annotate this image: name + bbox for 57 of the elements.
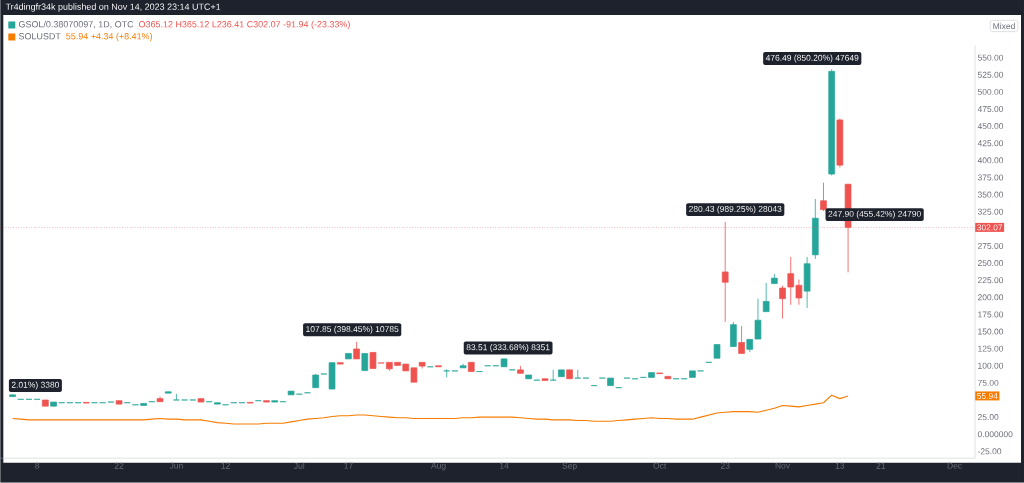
y-tick-label: 0.000000 — [977, 431, 1013, 438]
x-tick-label: Dec — [947, 462, 962, 469]
y-tick-label: 425.00 — [977, 140, 1004, 147]
candlestick — [730, 321, 737, 348]
x-tick-label: Sep — [562, 462, 577, 471]
candlestick — [762, 282, 770, 313]
x-tick-label: Jul — [293, 462, 305, 469]
text: Mixed — [993, 22, 1015, 30]
x-tick-label: 21 — [876, 462, 886, 469]
y-tick-label: 400.00 — [977, 157, 1004, 164]
ref-line-label: 302.07 — [977, 224, 1003, 231]
legend-label: GSOL/0.38070097, 1D, OTC — [18, 20, 134, 29]
annotation: 280.43 (989.25%) 28043 — [689, 205, 782, 214]
y-tick-label: 200.00 — [977, 294, 1004, 301]
x-tick-label: 13 — [835, 462, 845, 469]
y-tick-label: 175.00 — [978, 311, 1004, 318]
y-tick-label: 150.00 — [978, 328, 1004, 335]
x-tick-label: Aug — [431, 462, 446, 471]
y-tick-label: 100.00 — [978, 362, 1004, 369]
y-tick-label: 75.00 — [977, 379, 999, 386]
candlestick — [173, 393, 180, 401]
y-tick-label: 500.00 — [977, 88, 1004, 95]
annotation: 83.51 (333.68%) 8351 — [466, 344, 550, 352]
y-tick-label: 550.00 — [977, 54, 1004, 61]
y-tick-label: 225.00 — [977, 277, 1004, 284]
x-tick-label: 8 — [35, 462, 40, 469]
y-tick-label: 25.00 — [977, 414, 999, 421]
annotation: 107.85 (398.45%) 10785 — [306, 325, 399, 334]
text: O365.12 H365.12 L236.41 C302.07 -91.94 (-23.33%) — [139, 20, 350, 30]
x-tick-label: Oct — [653, 462, 667, 469]
text: 55.94 +4.34 (+8.41%) — [66, 32, 152, 42]
x-tick-label: 22 — [114, 462, 124, 469]
text: 55.94 — [977, 393, 998, 399]
y-tick-label: 325.00 — [977, 208, 1004, 215]
x-tick-label: Nov — [775, 462, 791, 469]
x-tick-label: 12 — [221, 462, 230, 469]
annotation: 476.49 (850.20%) 47649 — [765, 54, 859, 63]
y-tick-label: 375.00 — [977, 174, 1004, 181]
candlestick — [738, 325, 745, 354]
y-tick-label: -25.00 — [977, 448, 1002, 455]
x-tick-label: 14 — [499, 462, 509, 469]
y-tick-label: 250.00 — [977, 260, 1004, 267]
candlestick — [574, 369, 582, 379]
annotation: 247.90 (455.42%) 24790 — [828, 210, 921, 219]
chart-title: Tr4dingfr34k published on Nov 14, 2023 23:14 UTC+1 — [5, 3, 221, 12]
legend-label: SOLUSDT — [18, 33, 61, 40]
y-tick-label: 450.00 — [977, 123, 1004, 130]
annotation: 2.01%) 3380 — [11, 381, 60, 390]
candlestick — [820, 182, 827, 212]
x-tick-label: 23 — [720, 462, 730, 469]
y-tick-label: 275.00 — [977, 243, 1004, 250]
y-tick-label: 350.00 — [977, 191, 1004, 198]
x-tick-label: Jun — [169, 462, 183, 469]
y-tick-label: 125.00 — [978, 345, 1004, 352]
y-tick-label: 525.00 — [977, 71, 1004, 78]
candlestick — [549, 369, 557, 381]
y-tick-label: 475.00 — [977, 106, 1004, 113]
